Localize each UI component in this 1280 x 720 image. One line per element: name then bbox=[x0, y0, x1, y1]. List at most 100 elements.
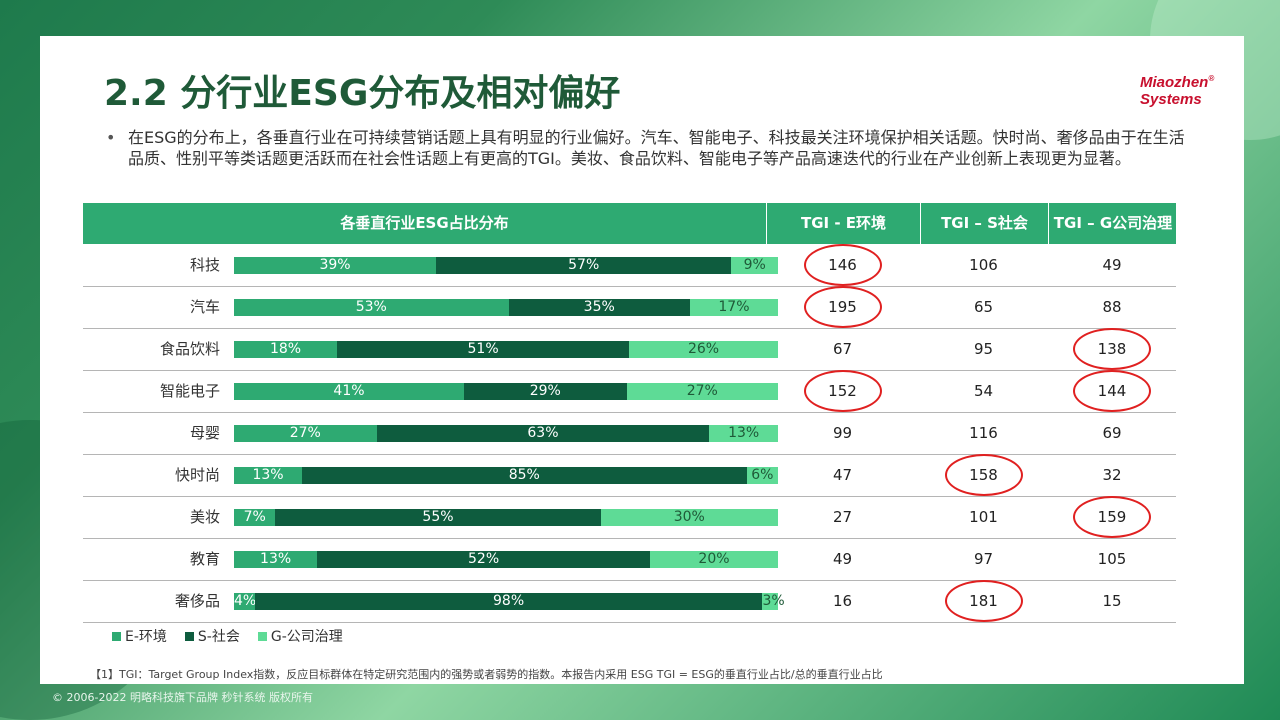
tgi-e-value: 49 bbox=[766, 538, 919, 580]
header-tgi-g: TGI – G公司治理 bbox=[1048, 203, 1177, 244]
bar-segment-g: 26% bbox=[629, 341, 778, 358]
tgi-number: 88 bbox=[1102, 298, 1122, 316]
bar-segment-s: 35% bbox=[508, 299, 690, 316]
bar-segment-e: 41% bbox=[234, 383, 464, 400]
bar-segment-e: 39% bbox=[234, 257, 437, 274]
bar-segment-s: 85% bbox=[302, 467, 747, 484]
table-row: 汽车 53% 35% 17% 195 65 88 bbox=[83, 286, 1176, 329]
row-category-label: 快时尚 bbox=[174, 466, 220, 484]
legend-swatch-g bbox=[257, 631, 267, 641]
bar-segment-g: 6% bbox=[746, 467, 778, 484]
bar-segment-s: 52% bbox=[317, 551, 650, 568]
tgi-e-value: 99 bbox=[766, 412, 919, 454]
page-title: 2.2 分行业ESG分布及相对偏好 bbox=[104, 73, 621, 114]
tgi-e-value: 47 bbox=[766, 454, 919, 496]
header-tgi-e: TGI - E环境 bbox=[766, 203, 920, 244]
tgi-g-value: 69 bbox=[1048, 412, 1176, 454]
bar-segment-g: 27% bbox=[626, 383, 778, 400]
highlight-circle bbox=[944, 580, 1023, 622]
legend-item-g: G-公司治理 bbox=[257, 626, 343, 646]
table-header: 各垂直行业ESG占比分布 TGI - E环境 TGI – S社会 TGI – G… bbox=[83, 203, 1176, 244]
tgi-number: 15 bbox=[1102, 592, 1122, 610]
logo-line1: Miaozhen bbox=[1140, 74, 1209, 91]
tgi-number: 116 bbox=[969, 424, 998, 442]
tgi-number: 99 bbox=[832, 424, 853, 442]
tgi-s-value: 116 bbox=[920, 412, 1047, 454]
tgi-s-value: 181 bbox=[920, 580, 1047, 622]
tgi-e-value: 16 bbox=[766, 580, 919, 622]
highlight-circle bbox=[803, 286, 882, 328]
table-row: 教育 13% 52% 20% 49 97 105 bbox=[83, 538, 1176, 581]
tgi-g-value: 144 bbox=[1048, 370, 1176, 412]
bar-segment-e: 13% bbox=[234, 467, 302, 484]
legend-item-e: E-环境 bbox=[112, 626, 167, 646]
legend-label-s: S-社会 bbox=[197, 629, 240, 645]
tgi-e-value: 152 bbox=[766, 370, 919, 412]
bar-segment-g: 20% bbox=[649, 551, 778, 568]
tgi-number: 95 bbox=[973, 340, 994, 358]
stacked-bar: 13% 85% 6% bbox=[234, 467, 778, 484]
chart-legend: E-环境 S-社会 G-公司治理 bbox=[112, 626, 343, 646]
tgi-number: 16 bbox=[832, 592, 853, 610]
legend-swatch-e bbox=[112, 631, 121, 641]
legend-swatch-s bbox=[184, 631, 194, 641]
table-row: 食品饮料 18% 51% 26% 67 95 138 bbox=[83, 328, 1176, 371]
bar-segment-g: 9% bbox=[731, 257, 778, 274]
header-dist: 各垂直行业ESG占比分布 bbox=[340, 214, 509, 232]
tgi-number: 49 bbox=[1102, 256, 1122, 274]
legend-label-e: E-环境 bbox=[125, 629, 167, 645]
table-row: 快时尚 13% 85% 6% 47 158 32 bbox=[83, 454, 1176, 497]
tgi-number: 47 bbox=[832, 466, 853, 484]
bar-segment-e: 18% bbox=[234, 341, 338, 358]
tgi-number: 65 bbox=[973, 298, 994, 316]
stacked-bar: 18% 51% 26% bbox=[234, 341, 778, 358]
row-category-label: 美妆 bbox=[189, 508, 220, 526]
row-category-label: 教育 bbox=[189, 550, 220, 568]
tgi-g-value: 32 bbox=[1048, 454, 1176, 496]
highlight-circle bbox=[944, 454, 1023, 496]
table-row: 奢侈品 4% 98% 3% 16 181 15 bbox=[83, 580, 1176, 623]
summary-bullet: • 在ESG的分布上，各垂直行业在可持续营销话题上具有明显的行业偏好。汽车、智能… bbox=[106, 127, 1188, 169]
tgi-number: 32 bbox=[1102, 466, 1122, 484]
logo-line2: Systems bbox=[1140, 91, 1202, 108]
tgi-s-value: 158 bbox=[920, 454, 1047, 496]
table-row: 美妆 7% 55% 30% 27 101 159 bbox=[83, 496, 1176, 539]
tgi-s-value: 101 bbox=[920, 496, 1047, 538]
bar-segment-s: 98% bbox=[254, 593, 763, 610]
row-category-label: 奢侈品 bbox=[174, 592, 220, 610]
tgi-e-value: 195 bbox=[766, 286, 919, 328]
bar-segment-e: 7% bbox=[234, 509, 276, 526]
tgi-number: 106 bbox=[969, 256, 998, 274]
tgi-s-value: 106 bbox=[920, 244, 1047, 286]
bar-segment-g: 13% bbox=[709, 425, 778, 442]
bar-segment-e: 4% bbox=[234, 593, 257, 610]
stacked-bar: 27% 63% 13% bbox=[234, 425, 778, 442]
tgi-e-value: 67 bbox=[766, 328, 919, 370]
tgi-number: 101 bbox=[969, 508, 998, 526]
tgi-s-value: 54 bbox=[920, 370, 1047, 412]
tgi-g-value: 138 bbox=[1048, 328, 1176, 370]
legend-item-s: S-社会 bbox=[184, 626, 240, 646]
tgi-number: 69 bbox=[1102, 424, 1122, 442]
bar-segment-e: 27% bbox=[234, 425, 377, 442]
highlight-circle bbox=[1073, 370, 1151, 412]
copyright: © 2006-2022 明略科技旗下品牌 秒针系统 版权所有 bbox=[52, 691, 313, 704]
bar-segment-e: 53% bbox=[234, 299, 509, 316]
tgi-s-value: 65 bbox=[920, 286, 1047, 328]
bar-segment-s: 57% bbox=[436, 257, 732, 274]
logo-mark: ® bbox=[1208, 74, 1215, 83]
table-row: 智能电子 41% 29% 27% 152 54 144 bbox=[83, 370, 1176, 413]
tgi-s-value: 95 bbox=[920, 328, 1047, 370]
bar-segment-e: 13% bbox=[234, 551, 318, 568]
highlight-circle bbox=[1073, 328, 1151, 370]
row-category-label: 母婴 bbox=[189, 424, 220, 442]
stacked-bar: 39% 57% 9% bbox=[234, 257, 778, 274]
tgi-g-value: 88 bbox=[1048, 286, 1176, 328]
stacked-bar: 7% 55% 30% bbox=[234, 509, 778, 526]
stacked-bar: 13% 52% 20% bbox=[234, 551, 778, 568]
row-category-label: 科技 bbox=[189, 256, 220, 274]
slide-card: 2.2 分行业ESG分布及相对偏好 Miaozhen® Systems • 在E… bbox=[40, 36, 1244, 684]
tgi-g-value: 105 bbox=[1048, 538, 1176, 580]
tgi-number: 105 bbox=[1097, 550, 1127, 568]
tgi-number: 27 bbox=[832, 508, 853, 526]
